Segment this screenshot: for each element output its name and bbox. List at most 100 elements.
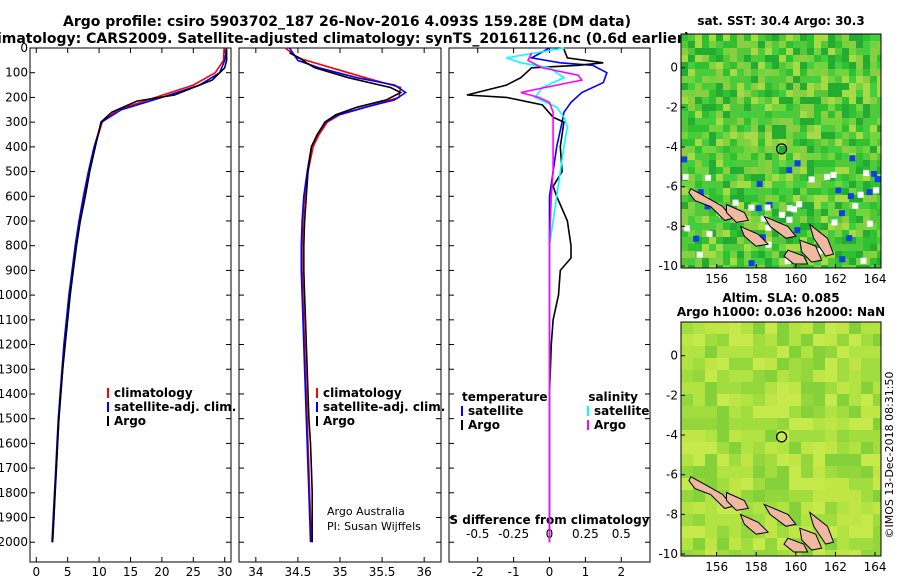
map-cell: [695, 146, 702, 153]
legend-label: Argo: [594, 418, 626, 432]
map-cell: [695, 244, 702, 251]
map-cell: [765, 251, 772, 258]
map-cell: [837, 418, 849, 430]
map-cell: [835, 251, 842, 258]
map-cell: [702, 41, 709, 48]
map-cell: [709, 90, 716, 97]
map-cell: [877, 41, 881, 48]
map-cell: [821, 230, 828, 237]
map-cell: [717, 526, 729, 538]
map-cell: [877, 34, 881, 41]
map-cell: [688, 48, 695, 55]
map-cell: [828, 104, 835, 111]
map-cell: [758, 174, 765, 181]
map-cell: [737, 181, 744, 188]
map-cell: [723, 167, 730, 174]
map-cell: [716, 90, 723, 97]
map-cell: [825, 454, 837, 466]
map-cell: [744, 265, 751, 268]
map-x-tick-label: 160: [784, 560, 807, 574]
map-cell: [861, 322, 873, 334]
map-cell: [877, 181, 881, 188]
map-cell: [842, 69, 849, 76]
map-cell: [751, 174, 758, 181]
map-cell: [744, 160, 751, 167]
map-cell: [877, 258, 881, 265]
map-cell: [814, 48, 821, 55]
map-cell: [716, 188, 723, 195]
map-cell: [849, 322, 861, 334]
map-cell: [800, 34, 807, 41]
map-cell: [705, 334, 717, 346]
map-cell: [835, 160, 842, 167]
map-cell: [744, 69, 751, 76]
map-cell: [873, 490, 881, 502]
map-cell: [849, 76, 856, 83]
map-cell: [753, 346, 765, 358]
map-cell: [789, 526, 801, 538]
map-cell: [813, 442, 825, 454]
map-cell: [835, 62, 842, 69]
map-cell: [842, 104, 849, 111]
map-cell: [772, 76, 779, 83]
map-cell: [786, 139, 793, 146]
map-cell: [765, 146, 772, 153]
map-cell: [856, 76, 863, 83]
map-pixel: [683, 225, 690, 232]
map-pixel: [764, 204, 771, 211]
map-cell: [751, 125, 758, 132]
map-cell: [814, 34, 821, 41]
map-cell: [695, 41, 702, 48]
map-cell: [709, 55, 716, 62]
map-cell: [807, 118, 814, 125]
map-cell: [814, 69, 821, 76]
map-cell: [849, 55, 856, 62]
map-cell: [849, 502, 861, 514]
map-cell: [772, 146, 779, 153]
map-cell: [801, 550, 813, 556]
map-cell: [786, 104, 793, 111]
map-cell: [737, 258, 744, 265]
map-cell: [681, 62, 688, 69]
map-cell: [741, 454, 753, 466]
island: [726, 203, 750, 223]
map-cell: [765, 188, 772, 195]
map-cell: [877, 244, 881, 251]
map-cell: [856, 97, 863, 104]
map-cell: [828, 55, 835, 62]
map-title: Altim. SLA: 0.085: [722, 291, 839, 305]
map-cell: [786, 223, 793, 230]
map-pixel: [860, 257, 867, 264]
map-cell: [737, 202, 744, 209]
map-cell: [828, 216, 835, 223]
map-cell: [744, 83, 751, 90]
series-line-temperature-argo: [466, 48, 604, 543]
map-cell: [716, 230, 723, 237]
map-cell: [777, 418, 789, 430]
map-cell: [741, 370, 753, 382]
map-cell: [861, 406, 873, 418]
map-cell: [837, 526, 849, 538]
y-tick-label: 2000: [0, 535, 28, 549]
map-cell: [709, 111, 716, 118]
map-cell: [723, 174, 730, 181]
map-cell: [789, 466, 801, 478]
series-line-climatology: [51, 47, 225, 543]
map-cell: [753, 418, 765, 430]
map-cell: [688, 83, 695, 90]
map-cell: [861, 526, 873, 538]
map-cell: [709, 34, 716, 41]
map-cell: [786, 181, 793, 188]
map-cell: [873, 394, 881, 406]
map-cell: [801, 346, 813, 358]
map-cell: [702, 34, 709, 41]
map-cell: [813, 454, 825, 466]
map-cell: [729, 346, 741, 358]
map-cell: [695, 48, 702, 55]
map-cell: [825, 418, 837, 430]
map-cell: [681, 251, 688, 258]
map-cell: [772, 209, 779, 216]
map-cell: [786, 69, 793, 76]
map-cell: [744, 41, 751, 48]
map-cell: [789, 442, 801, 454]
